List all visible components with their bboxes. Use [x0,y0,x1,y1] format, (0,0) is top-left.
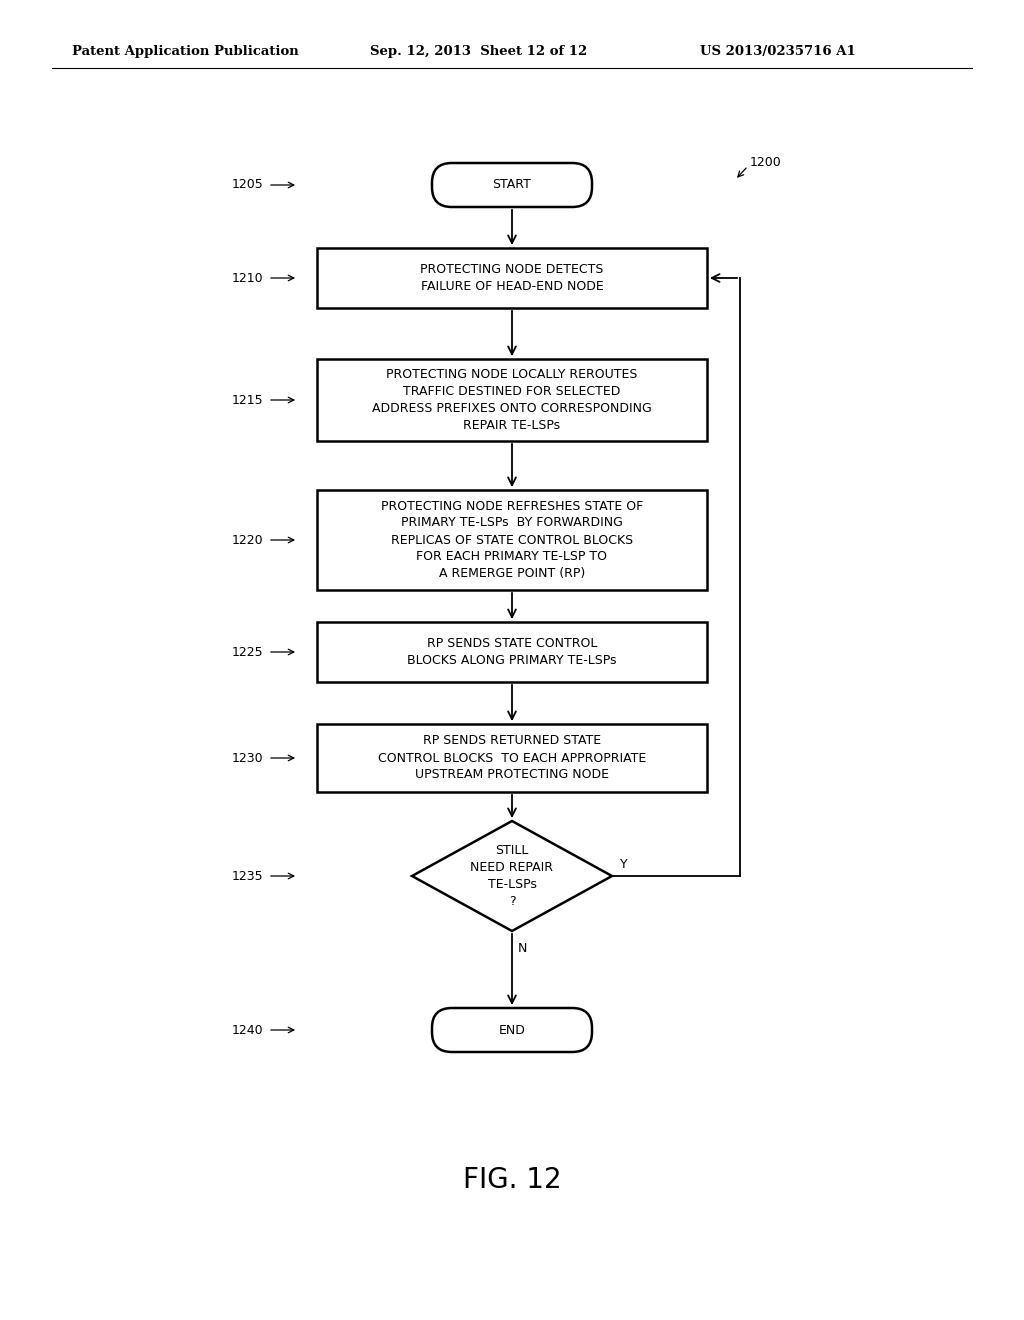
Text: 1235: 1235 [231,870,263,883]
Text: Y: Y [620,858,628,870]
Text: 1205: 1205 [231,178,263,191]
Text: 1225: 1225 [231,645,263,659]
Text: RP SENDS RETURNED STATE
CONTROL BLOCKS  TO EACH APPROPRIATE
UPSTREAM PROTECTING : RP SENDS RETURNED STATE CONTROL BLOCKS T… [378,734,646,781]
Polygon shape [412,821,612,931]
Text: US 2013/0235716 A1: US 2013/0235716 A1 [700,45,856,58]
Text: PROTECTING NODE DETECTS
FAILURE OF HEAD-END NODE: PROTECTING NODE DETECTS FAILURE OF HEAD-… [420,263,604,293]
Bar [317,490,707,590]
Text: PROTECTING NODE REFRESHES STATE OF
PRIMARY TE-LSPs  BY FORWARDING
REPLICAS OF ST: PROTECTING NODE REFRESHES STATE OF PRIMA… [381,499,643,581]
FancyBboxPatch shape [432,162,592,207]
Text: END: END [499,1023,525,1036]
Text: 1210: 1210 [231,272,263,285]
Text: PROTECTING NODE LOCALLY REROUTES
TRAFFIC DESTINED FOR SELECTED
ADDRESS PREFIXES : PROTECTING NODE LOCALLY REROUTES TRAFFIC… [372,368,652,432]
Text: Sep. 12, 2013  Sheet 12 of 12: Sep. 12, 2013 Sheet 12 of 12 [370,45,587,58]
Text: N: N [518,942,527,956]
Bar [317,723,707,792]
Bar [317,622,707,682]
Text: RP SENDS STATE CONTROL
BLOCKS ALONG PRIMARY TE-LSPs: RP SENDS STATE CONTROL BLOCKS ALONG PRIM… [408,638,616,667]
Text: 1215: 1215 [231,393,263,407]
Text: 1240: 1240 [231,1023,263,1036]
Bar [317,359,707,441]
Text: 1230: 1230 [231,751,263,764]
Text: 1220: 1220 [231,533,263,546]
Text: STILL
NEED REPAIR
TE-LSPs
?: STILL NEED REPAIR TE-LSPs ? [470,843,554,908]
Text: FIG. 12: FIG. 12 [463,1166,561,1195]
Text: 1200: 1200 [750,156,781,169]
Text: START: START [493,178,531,191]
Text: Patent Application Publication: Patent Application Publication [72,45,299,58]
FancyBboxPatch shape [432,1008,592,1052]
Bar [317,248,707,308]
